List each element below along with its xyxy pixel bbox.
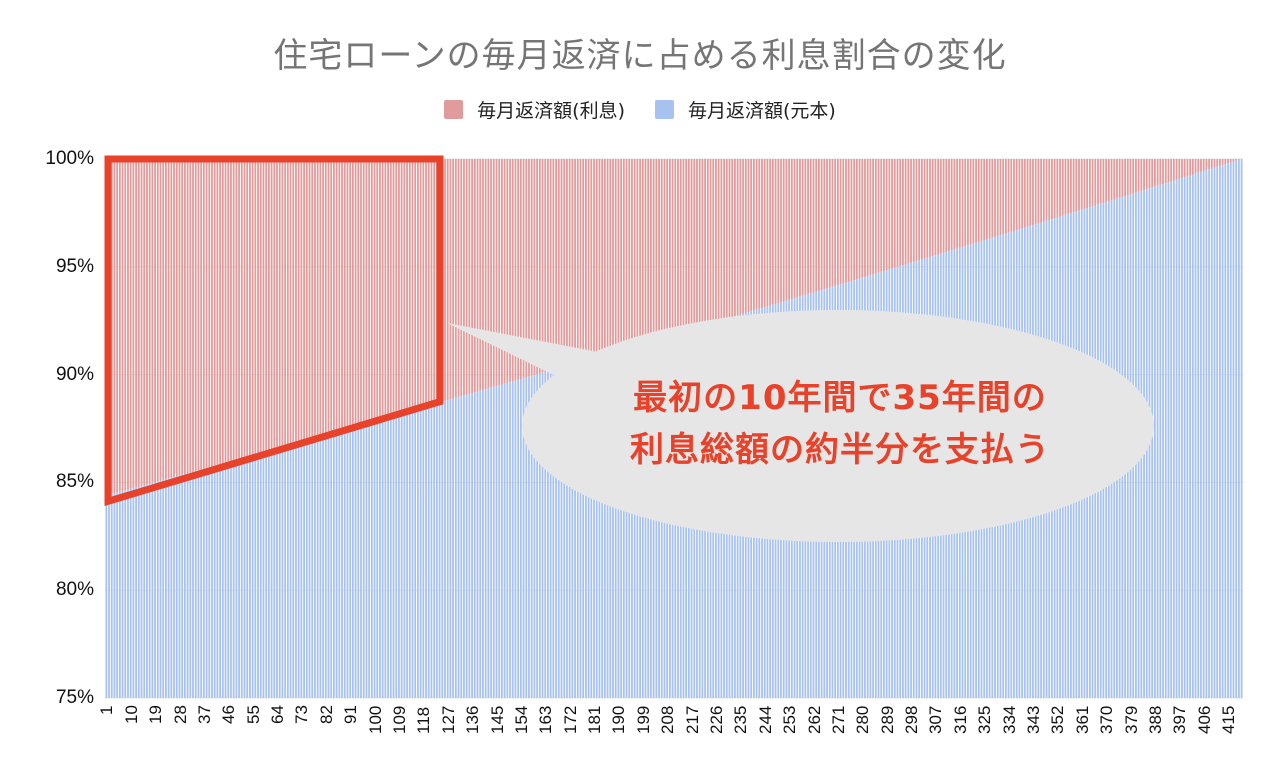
x-tick-label: 46	[219, 705, 239, 725]
x-tick-label: 370	[1097, 705, 1117, 734]
x-tick-label: 262	[804, 705, 824, 734]
x-tick-label: 415	[1219, 705, 1239, 734]
x-tick-label: 289	[877, 705, 897, 734]
x-tick-label: 55	[243, 705, 263, 725]
legend-item-interest[interactable]: 毎月返済額(利息)	[444, 96, 625, 123]
x-tick-label: 271	[828, 705, 848, 734]
x-tick-label: 19	[146, 705, 166, 725]
x-tick-label: 244	[755, 705, 775, 734]
x-tick-label: 217	[682, 705, 702, 734]
x-tick-label: 136	[463, 705, 483, 734]
x-tick-label: 91	[341, 705, 361, 725]
x-tick-label: 334	[999, 705, 1019, 734]
x-tick-label: 37	[194, 705, 214, 725]
x-tick-label: 100	[365, 705, 385, 734]
y-tick-label: 95%	[55, 255, 94, 277]
x-tick-label: 397	[1170, 705, 1190, 734]
y-tick-label: 85%	[55, 471, 94, 493]
x-tick-label: 199	[633, 705, 653, 734]
x-tick-label: 208	[658, 705, 678, 734]
x-tick-label: 235	[731, 705, 751, 734]
x-tick-label: 10	[121, 705, 141, 725]
x-tick-label: 406	[1194, 705, 1214, 734]
x-tick-label: 325	[975, 705, 995, 734]
legend-label-principal: 毎月返済額(元本)	[688, 100, 836, 122]
legend-swatch-principal	[655, 100, 674, 119]
x-tick-label: 28	[170, 705, 190, 725]
callout-bubble	[447, 310, 1154, 542]
legend-swatch-interest	[444, 100, 464, 119]
x-tick-label: 316	[950, 705, 970, 734]
y-tick-label: 100%	[45, 148, 94, 169]
callout-text: 最初の10年間で35年間の 利息総額の約半分を支払う	[540, 372, 1140, 476]
x-tick-label: 280	[853, 705, 873, 734]
legend-label-interest: 毎月返済額(利息)	[477, 100, 625, 122]
x-tick-label: 190	[609, 705, 629, 734]
chart-title: 住宅ローンの毎月返済に占める利息割合の変化	[273, 36, 1007, 76]
y-tick-label: 90%	[55, 363, 94, 385]
x-tick-label: 379	[1121, 705, 1141, 734]
y-tick-label: 75%	[55, 687, 94, 708]
x-tick-label: 307	[926, 705, 946, 734]
y-tick-label: 80%	[55, 579, 94, 601]
x-tick-label: 181	[585, 705, 605, 734]
callout-line-1: 最初の10年間で35年間の	[633, 378, 1047, 418]
x-tick-label: 352	[1048, 705, 1068, 734]
x-tick-label: 1	[97, 705, 117, 715]
x-tick-label: 163	[536, 705, 556, 734]
x-tick-label: 154	[511, 705, 531, 734]
legend-item-principal[interactable]: 毎月返済額(元本)	[655, 96, 836, 123]
x-tick-label: 253	[780, 705, 800, 734]
x-tick-label: 226	[706, 705, 726, 734]
highlight-first-10-years	[104, 155, 444, 507]
x-tick-label: 388	[1145, 705, 1165, 734]
x-tick-label: 145	[487, 705, 507, 734]
callout-line-2: 利息総額の約半分を支払う	[630, 430, 1050, 470]
chart-legend: 毎月返済額(利息) 毎月返済額(元本)	[0, 96, 1280, 123]
x-tick-label: 361	[1072, 705, 1092, 734]
x-tick-label: 118	[414, 706, 434, 734]
x-tick-label: 82	[316, 705, 336, 725]
x-tick-label: 73	[292, 705, 312, 725]
x-tick-label: 64	[268, 705, 288, 725]
x-tick-label: 343	[1024, 705, 1043, 734]
x-tick-label: 172	[560, 705, 580, 734]
x-tick-label: 109	[389, 705, 409, 734]
x-tick-label: 298	[902, 705, 922, 734]
x-tick-label: 127	[438, 705, 458, 734]
